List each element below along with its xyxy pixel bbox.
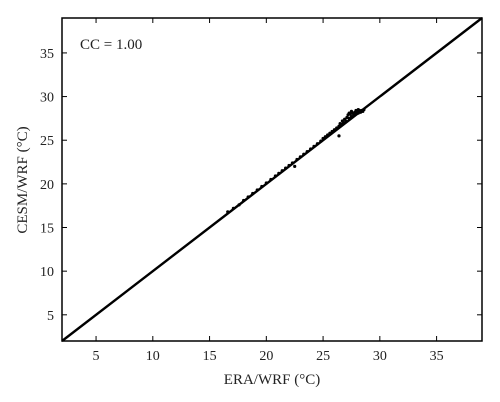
y-axis-label: CESM/WRF (°C) <box>15 126 31 233</box>
data-point <box>319 139 323 143</box>
data-point <box>349 115 354 119</box>
data-point <box>255 188 259 192</box>
data-point <box>344 119 348 123</box>
data-point <box>287 163 291 168</box>
data-point <box>264 181 268 185</box>
y-tick-label: 15 <box>40 222 54 237</box>
x-tick-label: 10 <box>146 349 160 364</box>
y-tick-label: 35 <box>40 47 54 62</box>
y-ticks-layer: 5 10 15 20 25 30 35 <box>40 47 482 324</box>
data-point <box>260 184 264 189</box>
data-point <box>251 191 255 196</box>
data-point <box>330 129 334 134</box>
data-point <box>328 131 332 135</box>
data-point <box>295 157 299 162</box>
data-point <box>312 144 316 148</box>
x-tick-label: 30 <box>373 349 387 364</box>
y-tick-label: 30 <box>40 91 54 106</box>
x-tick-label: 20 <box>259 349 273 364</box>
data-point <box>237 203 241 207</box>
data-point <box>308 147 313 151</box>
data-point <box>362 108 366 112</box>
data-point <box>337 124 341 128</box>
y-tick-label: 10 <box>40 265 54 280</box>
data-point <box>277 171 281 175</box>
data-point <box>273 174 278 178</box>
x-ticks-layer: 5 10 15 20 25 30 35 <box>93 18 444 364</box>
data-point <box>349 109 354 114</box>
y-tick-label: 25 <box>40 134 54 149</box>
y-tick-label: 5 <box>47 309 54 324</box>
data-point <box>246 195 250 199</box>
data-point <box>335 126 339 130</box>
data-point <box>332 128 337 132</box>
x-axis-label: ERA/WRF (°C) <box>224 372 320 388</box>
data-point <box>347 116 351 120</box>
y-tick-label: 20 <box>40 178 54 193</box>
data-point <box>242 198 246 203</box>
x-tick-label: 35 <box>430 349 444 364</box>
data-point <box>231 206 236 210</box>
data-point <box>356 108 360 112</box>
plot-frame <box>61 17 483 342</box>
data-points-layer <box>226 108 366 214</box>
data-point <box>284 166 288 170</box>
data-point <box>338 122 342 126</box>
x-tick-label: 15 <box>203 349 217 364</box>
x-tick-label: 25 <box>316 349 330 364</box>
data-point <box>321 136 325 141</box>
data-point <box>290 161 295 165</box>
data-point <box>293 164 297 169</box>
data-point <box>280 169 284 173</box>
data-point <box>340 119 344 123</box>
data-point <box>323 135 327 139</box>
data-point <box>337 134 341 138</box>
data-point <box>326 133 330 137</box>
data-point <box>302 152 306 156</box>
data-point <box>298 155 302 159</box>
data-point <box>305 149 309 154</box>
correlation-annotation: CC = 1.00 <box>80 37 142 53</box>
data-point <box>347 111 351 115</box>
data-point <box>269 177 273 182</box>
data-point <box>226 210 230 214</box>
x-tick-label: 5 <box>93 349 100 364</box>
data-point <box>315 142 320 146</box>
